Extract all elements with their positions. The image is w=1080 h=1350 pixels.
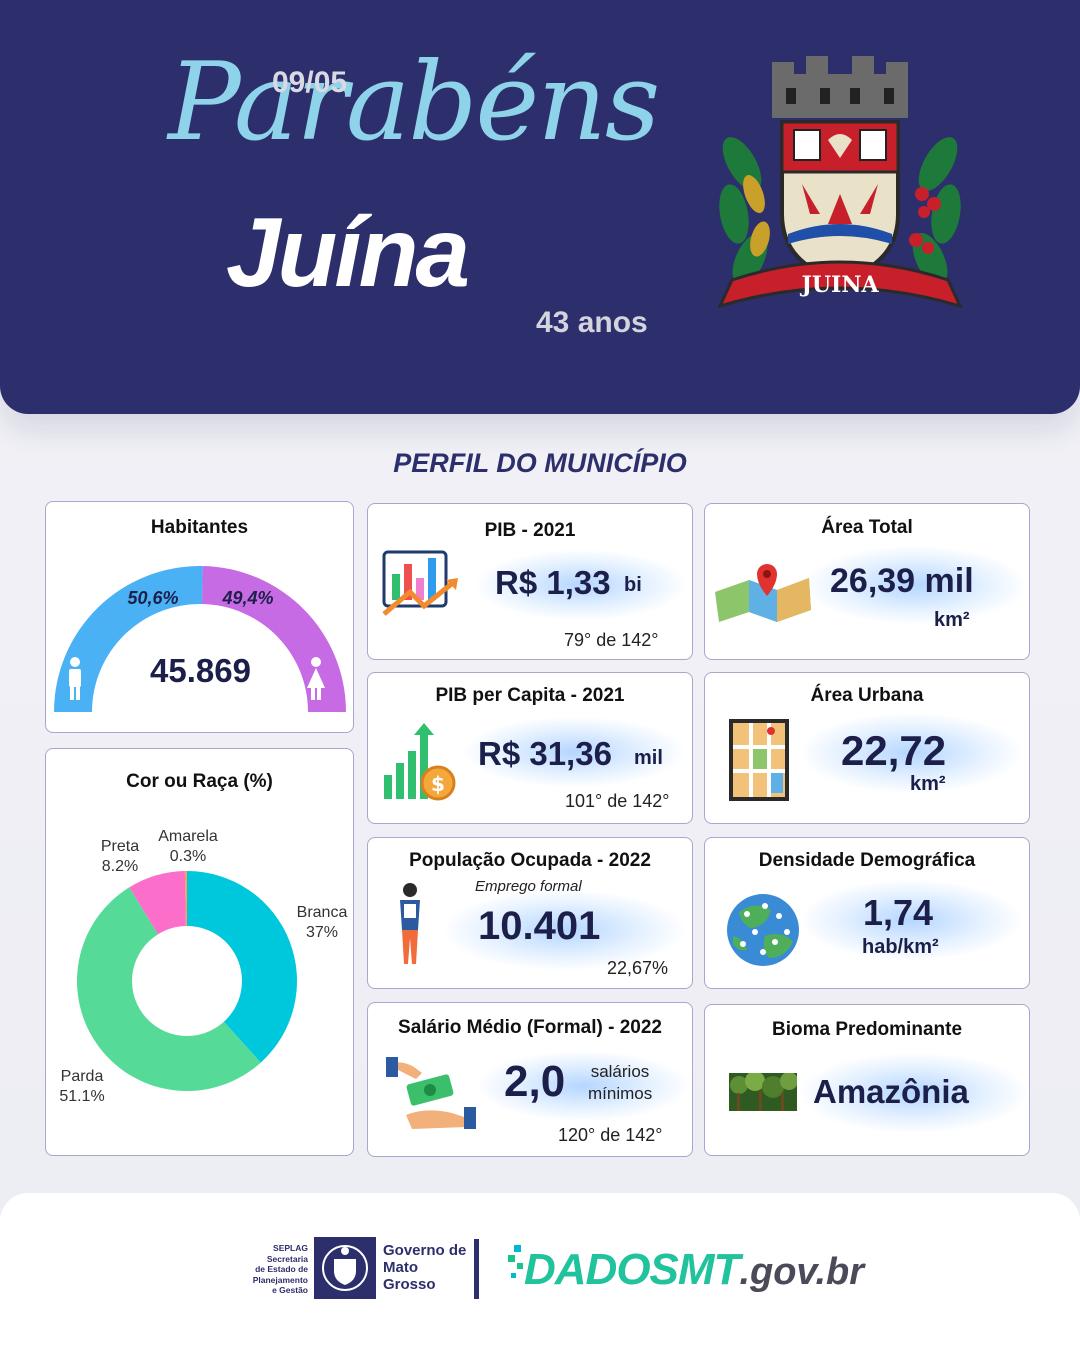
habitantes-gauge: 50,6% 49,4% <box>54 566 346 712</box>
salario-value: 2,0 <box>504 1057 566 1106</box>
bar-chart-growth-icon <box>382 550 458 616</box>
donut-slice-parda <box>77 887 261 1091</box>
pib-value: R$ 1,33 <box>495 564 611 601</box>
header-banner: Parabéns 09/05 Juína 43 anos <box>0 0 1080 414</box>
habitantes-title: Habitantes <box>150 517 249 538</box>
donut-slice-amarela <box>184 871 187 927</box>
bioma-value: Amazônia <box>813 1073 969 1110</box>
area-total-title: Área Total <box>821 517 913 538</box>
populacao-card: População Ocupada - 2022 Emprego formal … <box>367 837 693 989</box>
populacao-value: 10.401 <box>478 904 601 948</box>
greeting-title: Parabéns <box>168 40 660 165</box>
forest-image-icon <box>729 1073 797 1111</box>
male-person-icon <box>69 657 81 700</box>
money-hands-icon <box>386 1057 476 1129</box>
dados-pixel-icon <box>508 1245 523 1278</box>
pib-rank: 79° de 142° <box>564 630 659 650</box>
donut-slice-preta <box>129 871 186 935</box>
gauge-label-male: 50,6% <box>127 588 178 608</box>
mato-grosso-seal-icon <box>314 1237 376 1299</box>
area-urbana-glow <box>801 713 1021 793</box>
donut-label-preta: Preta 8.2% <box>100 838 140 875</box>
densidade-title: Densidade Demográfica <box>758 850 976 871</box>
dadosmt-logo: DADOSMT.gov.br <box>524 1245 865 1294</box>
pib-capita-value: R$ 31,36 <box>478 735 612 772</box>
gauge-label-female: 49,4% <box>221 588 273 608</box>
pib-capita-title: PIB per Capita - 2021 <box>435 685 625 706</box>
bioma-title: Bioma Predominante <box>771 1019 963 1040</box>
donut-label-branca: Branca 37% <box>296 904 348 941</box>
governo-text: Governo de Mato Grosso <box>383 1242 467 1293</box>
worker-person-icon <box>400 883 420 964</box>
pib-capita-glow <box>464 717 684 787</box>
salario-glow <box>478 1051 688 1121</box>
densidade-value: 1,74 <box>863 892 934 933</box>
area-urbana-title: Área Urbana <box>810 685 924 706</box>
pib-glow <box>476 550 686 620</box>
pib-capita-unit: mil <box>634 747 663 769</box>
donut-label-amarela: Amarela 0.3% <box>158 828 218 865</box>
densidade-glow <box>801 880 1021 960</box>
salario-unit: salários mínimos <box>588 1062 653 1103</box>
cor-raca-card: Cor ou Raça (%) Branca 37% Parda 51.1% Pre… <box>45 748 354 1156</box>
area-urbana-card: Área Urbana 22,72 km² <box>704 672 1030 824</box>
gauge-segment-male <box>54 566 203 712</box>
populacao-rank: 22,67% <box>607 958 669 978</box>
footer-divider <box>474 1239 479 1299</box>
growth-coin-icon: $ <box>384 723 456 801</box>
area-urbana-unit: km² <box>910 773 946 795</box>
cor-raca-donut-chart <box>77 871 297 1091</box>
area-total-value: 26,39 mil <box>830 562 974 600</box>
populacao-title: População Ocupada - 2022 <box>409 850 651 871</box>
habitantes-card: Habitantes 50,6% 49,4% 45.869 <box>45 501 354 733</box>
salario-rank: 120° de 142° <box>558 1125 663 1145</box>
coat-of-arms-icon: JUINA <box>717 56 963 309</box>
donut-slice-branca <box>187 871 297 1063</box>
pib-unit: bi <box>624 574 642 596</box>
map-pin-icon <box>715 564 811 622</box>
city-map-icon <box>729 719 789 801</box>
pib-capita-rank: 101° de 142° <box>565 791 670 811</box>
anniversary-years: 43 anos <box>536 306 648 339</box>
bioma-glow <box>801 1053 1027 1133</box>
seplag-text: SEPLAG Secretaria de Estado de Planejame… <box>252 1243 308 1295</box>
area-urbana-value: 22,72 <box>841 727 947 774</box>
globe-people-icon <box>727 894 799 966</box>
salario-card: Salário Médio (Formal) - 2022 2,0 salári… <box>367 1002 693 1157</box>
pib-title: PIB - 2021 <box>484 520 576 541</box>
pib-card: PIB - 2021 R$ 1,33 bi 79° de 142° <box>367 503 693 660</box>
anniversary-date: 09/05 <box>272 66 348 99</box>
densidade-card: Densidade Demográfica 1,74 hab/km² <box>704 837 1030 989</box>
svg-text:$: $ <box>431 772 445 796</box>
section-title: PERFIL DO MUNICÍPIO <box>393 448 687 478</box>
donut-label-parda: Parda 51.1% <box>59 1068 105 1105</box>
coat-label: JUINA <box>799 272 879 298</box>
bioma-card: Bioma Predominante Amazônia <box>704 1004 1030 1156</box>
cor-raca-title: Cor ou Raça (%) <box>126 771 273 792</box>
female-person-icon <box>307 657 325 700</box>
densidade-unit: hab/km² <box>862 936 939 958</box>
area-total-card: Área Total 26,39 mil km² <box>704 503 1030 660</box>
habitantes-total: 45.869 <box>150 652 251 689</box>
city-name: Juína <box>226 197 470 307</box>
footer: SEPLAG Secretaria de Estado de Planejame… <box>0 1193 1080 1350</box>
area-total-glow <box>805 546 1025 624</box>
salario-title: Salário Médio (Formal) - 2022 <box>398 1017 662 1038</box>
populacao-glow <box>444 890 684 970</box>
area-total-unit: km² <box>934 609 970 631</box>
gauge-segment-female <box>202 566 346 712</box>
pib-capita-card: PIB per Capita - 2021 $ R$ 31,36 mil 101… <box>367 672 693 824</box>
